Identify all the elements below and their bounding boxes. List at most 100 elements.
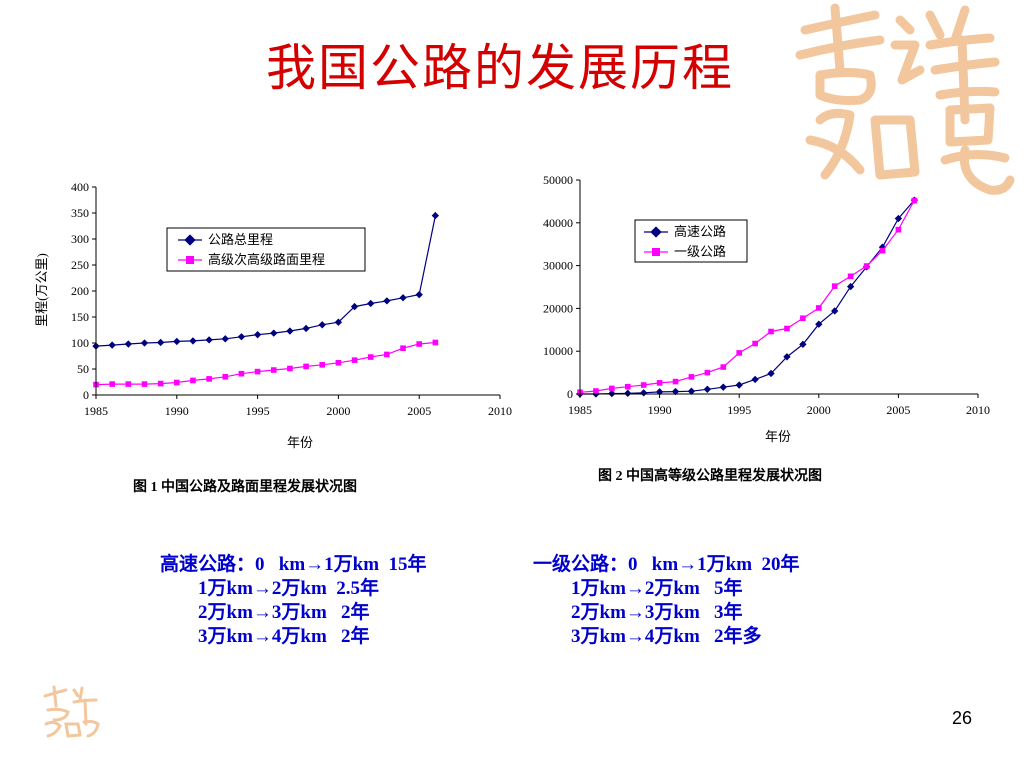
- c1-point-0: [108, 341, 116, 349]
- note-line: 2万km→3万km 2年: [160, 602, 370, 623]
- note-line: 3万km→4万km 2年: [160, 626, 370, 647]
- c1-point-1: [109, 381, 115, 387]
- c2-series-line-1: [579, 200, 915, 393]
- c2-point-0: [815, 320, 823, 328]
- c1-y-tick-label: 200: [71, 284, 89, 298]
- note-line: 1万km→2万km 5年: [533, 578, 743, 599]
- c1-point-0: [221, 335, 229, 343]
- page-title: 我国公路的发展历程: [266, 39, 734, 97]
- c2-point-0: [671, 387, 680, 396]
- c1-point-1: [238, 370, 245, 377]
- c2-point-1: [609, 385, 615, 392]
- c2-point-1: [720, 364, 727, 370]
- c1-point-0: [367, 299, 375, 308]
- class1-road-notes: 一级公路：0 km→1万km 20年 1万km→2万km 5年 2万km→3万k…: [533, 553, 800, 649]
- c1-point-1: [303, 363, 309, 370]
- chart2-caption: 图 2 中国高等级公路里程发展状况图: [598, 469, 822, 484]
- c1-series-line-0: [95, 215, 436, 347]
- c1-x-tick-label: 1985: [84, 404, 108, 418]
- c2-point-1: [752, 340, 758, 347]
- c1-point-0: [173, 337, 181, 346]
- c1-point-0: [205, 336, 213, 344]
- note-line: 高速公路：0 km→1万km 15年: [160, 554, 427, 575]
- c2-y-tick-label: 10000: [543, 344, 573, 358]
- c1-y-tick-label: 350: [71, 206, 89, 220]
- c2-y-tick-label: 20000: [543, 301, 573, 315]
- c2-y-tick-label: 50000: [543, 173, 573, 187]
- calligraphy-stamp: [43, 685, 100, 738]
- c2-point-1: [704, 369, 711, 376]
- c2-point-1: [784, 325, 790, 332]
- c1-point-1: [319, 362, 326, 368]
- c2-y-tick-label: 30000: [543, 259, 573, 273]
- c2-point-1: [895, 226, 902, 233]
- chart1-legend: 公路总里程 高级次高级路面里程: [166, 227, 366, 272]
- chart2-legend: 高速公路 一级公路: [634, 219, 748, 263]
- c1-point-0: [237, 333, 246, 341]
- chart2-legend-expressway: 高速公路: [674, 224, 726, 239]
- c2-point-0: [735, 381, 743, 389]
- c1-x-tick-label: 2000: [326, 404, 350, 418]
- c2-series-line-0: [580, 199, 915, 395]
- chart1-legend-paved: 高级次高级路面里程: [208, 252, 325, 267]
- c2-x-tick-label: 2000: [807, 403, 831, 417]
- c2-point-1: [593, 388, 599, 394]
- c1-point-1: [400, 345, 406, 351]
- c2-point-1: [672, 378, 679, 385]
- note-line: 2万km→3万km 3年: [533, 602, 743, 623]
- c2-point-0: [751, 375, 759, 384]
- c1-y-tick-label: 50: [77, 362, 89, 376]
- c2-point-1: [816, 305, 822, 311]
- c1-point-1: [190, 377, 196, 384]
- c1-point-1: [416, 341, 422, 347]
- c2-y-tick-label: 0: [567, 387, 573, 401]
- c2-point-1: [831, 283, 838, 289]
- chart1-caption: 图 1 中国公路及路面里程发展状况图: [133, 480, 357, 495]
- c1-point-0: [140, 339, 149, 347]
- c1-point-0: [431, 211, 440, 220]
- c1-point-1: [254, 368, 261, 375]
- c2-x-tick-label: 1990: [648, 403, 672, 417]
- c2-x-tick-label: 1985: [568, 403, 592, 417]
- c1-x-tick-label: 1995: [246, 404, 270, 418]
- c1-point-0: [302, 324, 310, 333]
- c2-point-1: [736, 350, 742, 356]
- note-line: 一级公路：0 km→1万km 20年: [533, 554, 800, 575]
- c2-point-1: [847, 273, 854, 280]
- c2-x-tick-label: 1995: [727, 403, 751, 417]
- c2-x-tick-label: 2010: [966, 403, 990, 417]
- c1-point-1: [222, 374, 229, 380]
- chart1-x-axis-label: 年份: [287, 435, 313, 450]
- c2-point-1: [640, 382, 647, 388]
- c1-point-0: [189, 337, 197, 345]
- c1-point-1: [335, 359, 342, 366]
- c2-point-1: [911, 197, 918, 204]
- c1-point-1: [351, 357, 358, 363]
- note-line: 3万km→4万km 2年多: [533, 626, 762, 647]
- c1-point-0: [124, 340, 132, 348]
- c2-point-1: [656, 380, 663, 386]
- c2-point-1: [800, 315, 806, 322]
- c1-series-line-1: [95, 341, 436, 386]
- c2-y-tick-label: 40000: [543, 216, 573, 230]
- c2-point-0: [719, 383, 727, 391]
- note-line: 1万km→2万km 2.5年: [160, 578, 380, 599]
- c1-x-tick-label: 2010: [488, 404, 512, 418]
- c1-y-tick-label: 0: [83, 388, 89, 402]
- c1-point-0: [383, 297, 391, 305]
- chart1-y-axis-label: 里程(万公里): [34, 253, 49, 327]
- c2-point-0: [640, 389, 648, 397]
- c1-point-1: [287, 365, 293, 372]
- c2-point-1: [688, 374, 695, 380]
- c1-point-0: [350, 302, 359, 311]
- c1-y-tick-label: 150: [71, 310, 89, 324]
- chart2-legend-class1: 一级公路: [674, 244, 726, 259]
- c1-point-1: [125, 381, 132, 387]
- c1-point-1: [432, 339, 439, 346]
- chart1-legend-total: 公路总里程: [208, 232, 273, 247]
- c1-point-1: [384, 351, 390, 358]
- c1-point-0: [270, 329, 278, 337]
- c2-point-0: [624, 389, 632, 398]
- c1-point-0: [253, 331, 262, 339]
- c2-point-1: [768, 328, 774, 335]
